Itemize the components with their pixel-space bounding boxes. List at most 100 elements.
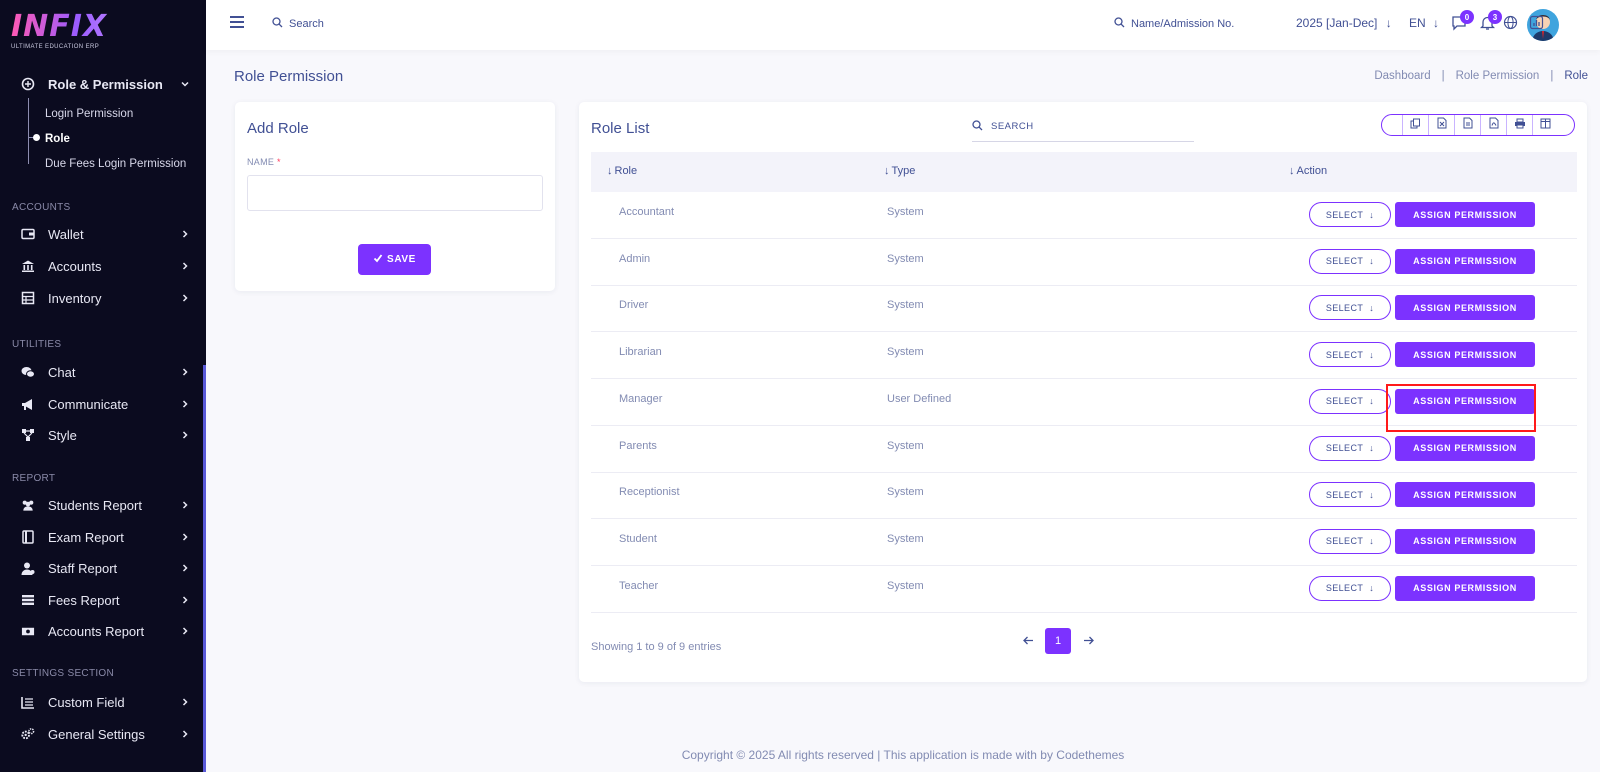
language-select[interactable]: EN ↓ — [1409, 16, 1439, 30]
sidebar-item-communicate[interactable]: Communicate — [0, 390, 203, 418]
assign-permission-button[interactable]: ASSIGN PERMISSION — [1395, 295, 1535, 321]
website-button[interactable] — [1501, 15, 1519, 34]
avatar[interactable] — [1527, 9, 1559, 41]
sidebar-item-accounts[interactable]: Accounts — [0, 252, 203, 280]
breadcrumb-dashboard[interactable]: Dashboard — [1374, 70, 1431, 82]
sidebar-subitem-login-permission[interactable]: Login Permission — [45, 108, 134, 120]
chevron-right-icon — [180, 399, 190, 409]
chevron-right-icon — [180, 367, 190, 377]
sidebar: INFIX ULTIMATE EDUCATION ERP Role & Perm… — [0, 0, 206, 772]
select-dropdown-button[interactable]: SELECT ↓ — [1309, 248, 1391, 274]
assign-permission-button[interactable]: ASSIGN PERMISSION — [1395, 575, 1535, 601]
breadcrumb-current: Role — [1564, 70, 1588, 82]
sidebar-item-label: Inventory — [48, 290, 102, 306]
table-row: Parents System SELECT ↓ ASSIGN PERMISSION — [591, 426, 1577, 473]
table-row: Driver System SELECT ↓ ASSIGN PERMISSION — [591, 285, 1577, 333]
csv-button[interactable] — [1454, 115, 1480, 135]
select-dropdown-button[interactable]: SELECT ↓ — [1309, 202, 1391, 227]
select-dropdown-button[interactable]: SELECT ↓ — [1309, 295, 1391, 321]
shield-icon — [21, 77, 35, 91]
sidebar-item-inventory[interactable]: Inventory — [0, 284, 203, 312]
role-type-cell: System — [887, 299, 924, 312]
excel-icon — [1437, 116, 1447, 134]
logo-tagline: ULTIMATE EDUCATION ERP — [11, 44, 100, 50]
role-search-input[interactable]: SEARCH — [972, 112, 1194, 142]
admission-search[interactable]: Name/Admission No. — [1114, 17, 1234, 31]
notification-badge: 3 — [1488, 10, 1502, 24]
assign-permission-button[interactable]: ASSIGN PERMISSION — [1395, 482, 1535, 508]
previous-page-button[interactable] — [1011, 628, 1045, 654]
sidebar-item-fees-report[interactable]: Fees Report — [0, 586, 203, 614]
table-row: Admin System SELECT ↓ ASSIGN PERMISSION — [591, 239, 1577, 286]
page-button-current[interactable]: 1 — [1045, 628, 1071, 654]
sidebar-item-role-permission[interactable]: Role & Permission — [0, 70, 203, 98]
assign-permission-button[interactable]: ASSIGN PERMISSION — [1395, 435, 1535, 461]
search-icon — [272, 17, 283, 31]
sidebar-item-general-settings[interactable]: General Settings — [0, 720, 203, 748]
chat-button[interactable]: 0 — [1450, 10, 1474, 34]
sidebar-item-staff-report[interactable]: Staff Report — [0, 554, 203, 582]
save-label: SAVE — [387, 254, 416, 265]
sidebar-item-students-report[interactable]: Students Report — [0, 491, 203, 519]
excel-button[interactable] — [1428, 115, 1454, 135]
csv-icon — [1463, 116, 1473, 134]
table-row: Manager User Defined SELECT ↓ ASSIGN PERMISS… — [591, 379, 1577, 426]
copy-button[interactable] — [1402, 115, 1428, 135]
select-dropdown-button[interactable]: SELECT ↓ — [1309, 342, 1391, 368]
pdf-button[interactable] — [1480, 115, 1506, 135]
role-name-cell: Driver — [619, 299, 649, 312]
sidebar-item-exam-report[interactable]: Exam Report — [0, 523, 203, 551]
select-dropdown-button[interactable]: SELECT ↓ — [1309, 482, 1391, 508]
arrow-down-icon: ↓ — [1369, 302, 1375, 313]
academic-year-select[interactable]: 2025 [Jan-Dec] ↓ — [1296, 16, 1392, 30]
assign-permission-button[interactable]: ASSIGN PERMISSION — [1395, 248, 1535, 274]
sidebar-item-chat[interactable]: Chat — [0, 358, 203, 386]
logo[interactable]: INFIX ULTIMATE EDUCATION ERP — [11, 12, 131, 51]
select-dropdown-button[interactable]: SELECT ↓ — [1309, 388, 1391, 414]
assign-permission-button[interactable]: ASSIGN PERMISSION — [1395, 342, 1535, 368]
sidebar-item-wallet[interactable]: Wallet — [0, 220, 203, 248]
assign-permission-button[interactable]: ASSIGN PERMISSION — [1395, 388, 1535, 414]
add-role-title: Add Role — [247, 120, 309, 137]
arrow-down-icon: ↓ — [1369, 489, 1375, 500]
assign-permission-button[interactable]: ASSIGN PERMISSION — [1395, 202, 1535, 227]
top-search[interactable]: Search — [272, 17, 324, 31]
save-button[interactable]: SAVE — [358, 244, 431, 275]
next-page-button[interactable] — [1071, 628, 1105, 654]
sidebar-subitem-role[interactable]: Role — [45, 133, 70, 145]
required-mark: * — [277, 157, 281, 167]
select-dropdown-button[interactable]: SELECT ↓ — [1309, 528, 1391, 554]
sidebar-item-accounts-report[interactable]: Accounts Report — [0, 617, 203, 645]
column-header-action[interactable]: ↓ Action — [1289, 165, 1327, 177]
sidebar-scrollbar[interactable] — [203, 365, 206, 772]
table-row: Student System SELECT ↓ ASSIGN PERMISSION — [591, 519, 1577, 566]
sidebar-item-custom-field[interactable]: Custom Field — [0, 688, 203, 716]
sidebar-item-label: Students Report — [48, 497, 142, 513]
role-name-cell: Teacher — [619, 579, 659, 592]
pagination: 1 — [1011, 628, 1105, 654]
custom-field-icon — [21, 695, 35, 709]
role-type-cell: System — [887, 346, 924, 359]
select-dropdown-button[interactable]: SELECT ↓ — [1309, 435, 1391, 461]
copy-icon — [1410, 116, 1421, 134]
column-header-role[interactable]: ↓ Role — [607, 165, 637, 177]
arrow-down-icon: ↓ — [1369, 396, 1375, 407]
stats-button[interactable] — [1527, 15, 1545, 34]
columns-button[interactable] — [1532, 115, 1558, 135]
sidebar-subitem-due-fees-login-permission[interactable]: Due Fees Login Permission — [45, 158, 187, 170]
sidebar-item-label: Staff Report — [48, 560, 118, 576]
column-header-label: Role — [614, 165, 638, 177]
role-type-cell: System — [887, 579, 924, 592]
sidebar-item-style[interactable]: Style — [0, 421, 203, 449]
breadcrumb-role-permission[interactable]: Role Permission — [1455, 70, 1540, 82]
assign-permission-button[interactable]: ASSIGN PERMISSION — [1395, 528, 1535, 554]
role-name-input[interactable] — [247, 175, 543, 211]
select-dropdown-button[interactable]: SELECT ↓ — [1309, 575, 1391, 601]
notification-button[interactable]: 3 — [1478, 10, 1502, 34]
column-header-type[interactable]: ↓ Type — [884, 165, 915, 177]
role-name-cell: Receptionist — [619, 486, 680, 499]
menu-toggle-icon[interactable] — [230, 16, 244, 30]
chevron-right-icon — [180, 532, 190, 542]
print-button[interactable] — [1506, 115, 1532, 135]
table-row: Librarian System SELECT ↓ ASSIGN PERMISSION — [591, 332, 1577, 380]
